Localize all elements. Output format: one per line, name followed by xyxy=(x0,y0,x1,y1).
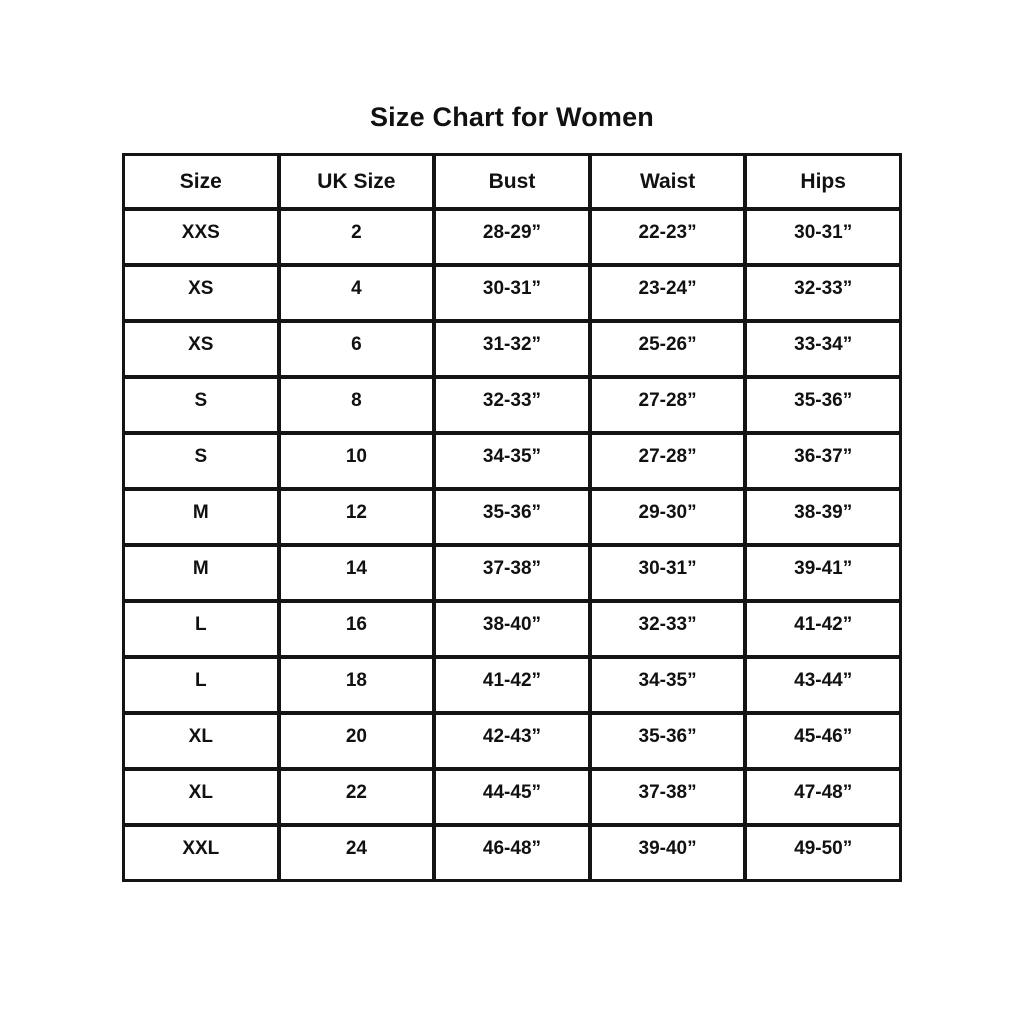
table-cell: 30-31” xyxy=(434,265,590,321)
table-cell: XL xyxy=(123,713,279,769)
table-cell: XXL xyxy=(123,825,279,881)
table-cell: M xyxy=(123,545,279,601)
table-row: M 14 37-38” 30-31” 39-41” xyxy=(123,545,901,601)
table-cell: 27-28” xyxy=(589,433,746,489)
table-cell: 49-50” xyxy=(745,825,901,881)
table-cell: 8 xyxy=(278,377,435,433)
table-cell: 28-29” xyxy=(434,209,590,265)
table-cell: 38-40” xyxy=(434,601,590,657)
column-header-hips: Hips xyxy=(745,154,901,209)
table-cell: 14 xyxy=(278,545,435,601)
table-cell: 39-41” xyxy=(745,545,901,601)
table-cell: M xyxy=(123,489,279,545)
table-body: XXS 2 28-29” 22-23” 30-31” XS 4 30-31” 23-24” 32-… xyxy=(123,209,901,881)
table-cell: 30-31” xyxy=(589,545,746,601)
table-cell: 34-35” xyxy=(589,657,746,713)
table-cell: 22 xyxy=(278,769,435,825)
table-cell: XXS xyxy=(123,209,279,265)
table-cell: 42-43” xyxy=(434,713,590,769)
table-cell: L xyxy=(123,657,279,713)
table-cell: S xyxy=(123,433,279,489)
table-cell: 35-36” xyxy=(434,489,590,545)
table-row: XL 22 44-45” 37-38” 47-48” xyxy=(123,769,901,825)
table-cell: 18 xyxy=(278,657,435,713)
table-cell: 46-48” xyxy=(434,825,590,881)
page-title: Size Chart for Women xyxy=(369,102,655,132)
table-cell: 37-38” xyxy=(434,545,590,601)
table-cell: 27-28” xyxy=(589,377,746,433)
table-cell: S xyxy=(123,377,279,433)
table-cell: 10 xyxy=(278,433,435,489)
table-cell: 2 xyxy=(278,209,435,265)
table-cell: 4 xyxy=(278,265,435,321)
column-header-waist: Waist xyxy=(589,154,746,209)
size-chart-table: Size UK Size Bust Waist Hips XXS 2 28-29” 22-23… xyxy=(122,153,902,882)
column-header-uk-size: UK Size xyxy=(278,154,435,209)
table-cell: 34-35” xyxy=(434,433,590,489)
table-cell: XS xyxy=(123,321,279,377)
table-cell: 29-30” xyxy=(589,489,746,545)
table-cell: 30-31” xyxy=(745,209,901,265)
table-row: XS 6 31-32” 25-26” 33-34” xyxy=(123,321,901,377)
table-row: XL 20 42-43” 35-36” 45-46” xyxy=(123,713,901,769)
table-row: L 16 38-40” 32-33” 41-42” xyxy=(123,601,901,657)
table-cell: 24 xyxy=(278,825,435,881)
table-cell: 47-48” xyxy=(745,769,901,825)
table-cell: 38-39” xyxy=(745,489,901,545)
table-cell: 35-36” xyxy=(589,713,746,769)
table-row: S 10 34-35” 27-28” 36-37” xyxy=(123,433,901,489)
table-header-row: Size UK Size Bust Waist Hips xyxy=(123,154,901,209)
table-cell: 39-40” xyxy=(589,825,746,881)
table-cell: 32-33” xyxy=(434,377,590,433)
table-cell: L xyxy=(123,601,279,657)
table-cell: 45-46” xyxy=(745,713,901,769)
table-row: M 12 35-36” 29-30” 38-39” xyxy=(123,489,901,545)
table-cell: 35-36” xyxy=(745,377,901,433)
table-cell: 43-44” xyxy=(745,657,901,713)
table-cell: 36-37” xyxy=(745,433,901,489)
column-header-bust: Bust xyxy=(434,154,590,209)
table-cell: 23-24” xyxy=(589,265,746,321)
table-cell: 37-38” xyxy=(589,769,746,825)
table-cell: 33-34” xyxy=(745,321,901,377)
table-row: L 18 41-42” 34-35” 43-44” xyxy=(123,657,901,713)
table-cell: 44-45” xyxy=(434,769,590,825)
table-row: XXL 24 46-48” 39-40” 49-50” xyxy=(123,825,901,881)
table-cell: 12 xyxy=(278,489,435,545)
table-cell: 6 xyxy=(278,321,435,377)
table-cell: 32-33” xyxy=(745,265,901,321)
table-cell: 25-26” xyxy=(589,321,746,377)
table-cell: XL xyxy=(123,769,279,825)
table-row: XS 4 30-31” 23-24” 32-33” xyxy=(123,265,901,321)
table-cell: 31-32” xyxy=(434,321,590,377)
table-cell: 22-23” xyxy=(589,209,746,265)
table-row: S 8 32-33” 27-28” 35-36” xyxy=(123,377,901,433)
table-cell: 32-33” xyxy=(589,601,746,657)
table-header: Size UK Size Bust Waist Hips xyxy=(123,154,901,209)
table-cell: XS xyxy=(123,265,279,321)
table-row: XXS 2 28-29” 22-23” 30-31” xyxy=(123,209,901,265)
column-header-size: Size xyxy=(123,154,279,209)
table-cell: 16 xyxy=(278,601,435,657)
table-cell: 20 xyxy=(278,713,435,769)
table-cell: 41-42” xyxy=(745,601,901,657)
table-cell: 41-42” xyxy=(434,657,590,713)
